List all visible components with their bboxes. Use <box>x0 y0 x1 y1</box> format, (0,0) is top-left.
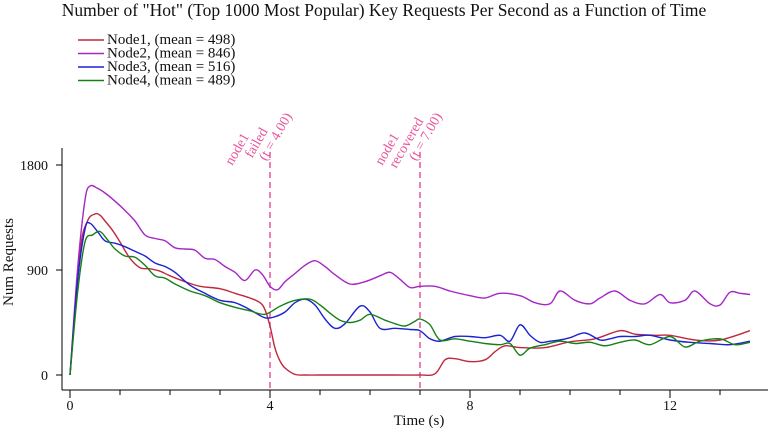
annotation-text: node1failed(t = 4.00) <box>223 97 296 182</box>
y-tick-label: 900 <box>27 264 48 279</box>
x-tick-label: 0 <box>67 399 74 414</box>
x-tick-label: 12 <box>663 399 677 414</box>
annotation-text: node1recovered(t = 7.00) <box>373 97 446 182</box>
y-tick-label: 0 <box>41 369 48 384</box>
chart-title: Number of "Hot" (Top 1000 Most Popular) … <box>62 0 707 20</box>
x-ticks: 0 4 8 12 <box>67 390 721 414</box>
legend-label: Node1, (mean = 498) <box>107 32 235 48</box>
x-axis-label: Time (s) <box>394 413 445 429</box>
y-ticks: 0 900 1800 <box>20 159 62 384</box>
legend-label: Node2, (mean = 846) <box>107 46 235 62</box>
annotations: node1failed(t = 4.00) node1recovered(t = … <box>223 97 446 390</box>
x-tick-label: 4 <box>267 399 274 414</box>
series-line-node2 <box>69 184 751 376</box>
legend-label: Node4, (mean = 489) <box>107 73 235 89</box>
series-line-node3 <box>69 221 751 376</box>
series-line-node1 <box>69 212 751 376</box>
y-tick-label: 1800 <box>20 159 48 174</box>
series-line-node4 <box>69 230 751 376</box>
x-tick-label: 8 <box>467 399 474 414</box>
series-lines <box>69 184 751 376</box>
y-axis-label: Num Requests <box>1 218 17 306</box>
legend: Node1, (mean = 498)Node2, (mean = 846)No… <box>78 32 235 89</box>
legend-label: Node3, (mean = 516) <box>107 59 235 75</box>
